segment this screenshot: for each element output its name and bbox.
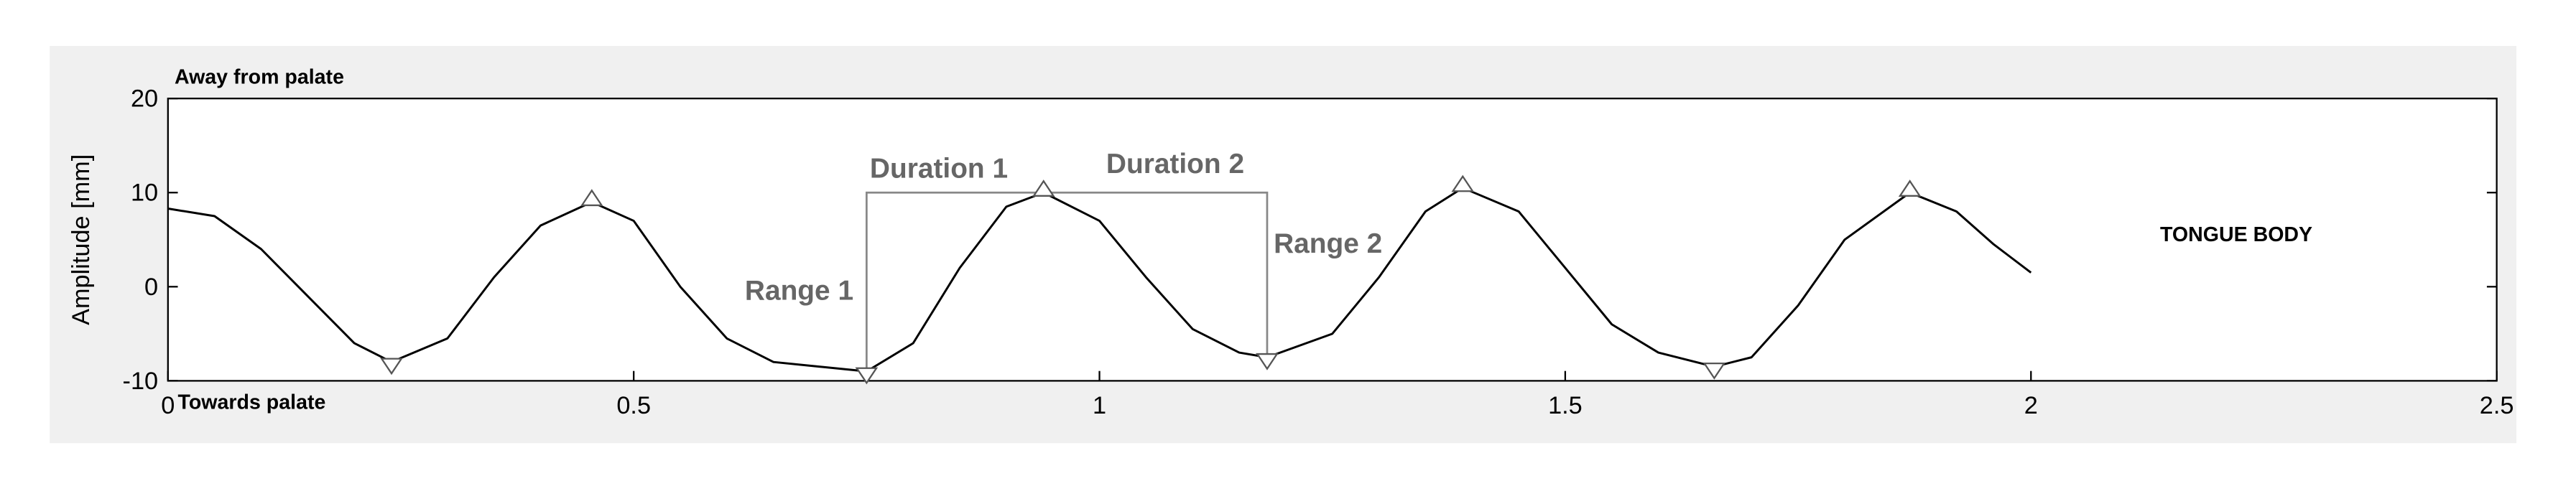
bottom-label: Towards palate <box>178 391 326 414</box>
top-label: Away from palate <box>175 66 344 89</box>
annotation: Range 2 <box>1274 228 1382 259</box>
y-axis-label: Amplitude [mm] <box>68 154 95 325</box>
x-tick-label: 0 <box>161 392 175 419</box>
trough-marker <box>1256 353 1279 370</box>
x-tick-label: 1.5 <box>1548 392 1583 419</box>
y-tick-label: 0 <box>144 274 158 301</box>
y-tick-label: 20 <box>131 85 158 113</box>
annotation: Duration 1 <box>870 154 1008 185</box>
x-tick-label: 2 <box>2024 392 2038 419</box>
x-tick-label: 2.5 <box>2480 392 2514 419</box>
y-tick-label: -10 <box>123 368 159 395</box>
peak-marker <box>1032 179 1055 197</box>
data-line <box>167 187 2032 373</box>
trough-marker <box>380 358 403 376</box>
peak-marker <box>1898 179 1922 197</box>
side-label: TONGUE BODY <box>2160 223 2312 246</box>
trough-marker <box>855 367 879 385</box>
x-tick-label: 0.5 <box>616 392 651 419</box>
duration-bracket <box>865 191 1269 372</box>
annotation: Duration 2 <box>1106 149 1244 179</box>
annotation: Range 1 <box>745 276 853 307</box>
y-tick-label: 10 <box>131 179 158 207</box>
x-tick-label: 1 <box>1093 392 1106 419</box>
peak-marker <box>580 189 603 207</box>
peak-marker <box>1451 174 1475 192</box>
trough-marker <box>1702 363 1726 380</box>
